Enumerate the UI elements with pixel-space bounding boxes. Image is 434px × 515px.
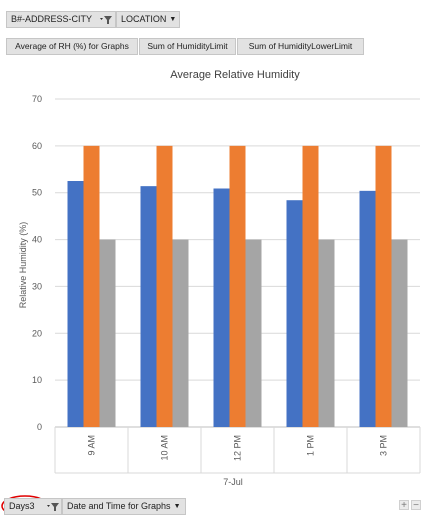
filter-field-location-label: LOCATION [121, 14, 167, 24]
y-tick-label: 40 [32, 235, 42, 245]
y-tick-label: 30 [32, 281, 42, 291]
axis-ticks: 0 10 20 30 40 50 60 70 9 AM 10 AM 12 PM 1 PM 3 PM [32, 94, 421, 474]
axis-field-date-time-label: Date and Time for Graphs [67, 501, 171, 511]
chart-title: Average Relative Humidity [170, 69, 300, 81]
x-tick-label: 9 AM [87, 435, 97, 456]
bars [67, 145, 408, 427]
y-tick-label: 20 [32, 328, 42, 338]
y-tick-label: 60 [32, 141, 42, 151]
axis-field-date-time[interactable]: Date and Time for Graphs ▼ [62, 498, 186, 515]
zoom-in-button[interactable]: + [399, 500, 409, 511]
filter-dropdown-icon[interactable] [100, 15, 112, 25]
x-tick-label: 12 PM [233, 435, 243, 461]
value-field-humidity-limit-label: Sum of HumidityLimit [147, 41, 228, 51]
dropdown-arrow-icon[interactable]: ▼ [173, 503, 181, 510]
bar-3 [245, 239, 262, 427]
bar-1 [213, 188, 230, 427]
axis-field-days3-label: Days3 [9, 501, 35, 511]
filter-field-location[interactable]: LOCATION ▼ [116, 11, 180, 28]
x-group-label: 7-Jul [223, 477, 243, 487]
value-field-humidity-lower-limit-label: Sum of HumidityLowerLimit [248, 41, 353, 51]
bar-1 [286, 200, 303, 427]
y-tick-label: 70 [32, 94, 42, 104]
bar-2 [302, 145, 319, 427]
y-tick-label: 0 [37, 422, 42, 432]
y-axis-label: Relative Humidity (%) [18, 222, 28, 309]
x-tick-label: 10 AM [160, 435, 170, 461]
filter-dropdown-icon[interactable] [47, 502, 59, 512]
filter-field-city-label: B#-ADDRESS-CITY [11, 14, 93, 24]
filter-field-city[interactable]: B#-ADDRESS-CITY [6, 11, 116, 28]
bar-3 [172, 239, 189, 427]
value-field-humidity-limit[interactable]: Sum of HumidityLimit [139, 38, 236, 55]
zoom-out-button[interactable]: − [411, 500, 421, 511]
bar-2 [83, 145, 100, 427]
y-tick-label: 50 [32, 188, 42, 198]
value-field-avg-rh[interactable]: Average of RH (%) for Graphs [6, 38, 138, 55]
y-tick-label: 10 [32, 375, 42, 385]
value-field-humidity-lower-limit[interactable]: Sum of HumidityLowerLimit [237, 38, 364, 55]
bar-1 [359, 190, 376, 427]
bar-1 [67, 181, 84, 427]
axis-field-days3[interactable]: Days3 [4, 498, 62, 515]
bar-1 [140, 186, 157, 427]
bar-2 [375, 145, 392, 427]
bar-2 [156, 145, 173, 427]
value-field-avg-rh-label: Average of RH (%) for Graphs [15, 41, 129, 51]
dropdown-arrow-icon[interactable]: ▼ [169, 16, 177, 23]
bar-2 [229, 145, 246, 427]
x-tick-label: 1 PM [306, 435, 316, 456]
bar-3 [318, 239, 335, 427]
x-tick-label: 3 PM [379, 435, 389, 456]
bar-3 [391, 239, 408, 427]
bar-3 [99, 239, 116, 427]
